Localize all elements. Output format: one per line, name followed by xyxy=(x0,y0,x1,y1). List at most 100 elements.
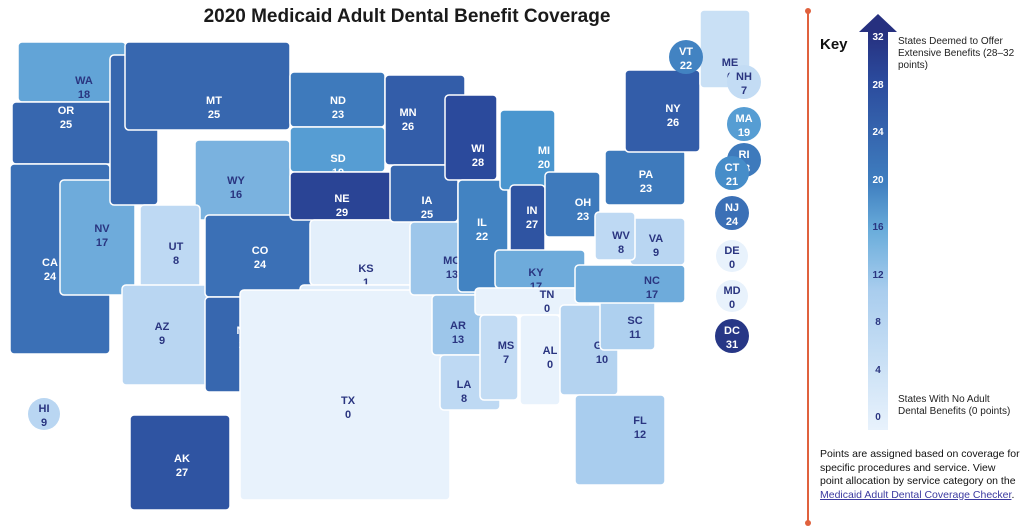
state-value-label: 0 xyxy=(729,259,735,271)
state-code-label: MT xyxy=(206,95,222,107)
state-value-label: 17 xyxy=(96,237,108,249)
state-code-label: PA xyxy=(639,169,654,181)
state-code-label: NE xyxy=(334,193,349,205)
state-ny[interactable] xyxy=(624,69,701,153)
state-code-label: WV xyxy=(612,230,630,242)
state-bubble-hi[interactable] xyxy=(28,398,60,430)
state-bubble-de[interactable] xyxy=(716,240,748,272)
state-code-label: AL xyxy=(543,345,558,357)
state-code-label: MD xyxy=(723,285,740,297)
state-code-label: SD xyxy=(330,153,345,165)
state-code-label: AK xyxy=(174,453,190,465)
state-code-label: MA xyxy=(735,113,752,125)
state-code-label: IA xyxy=(422,195,433,207)
state-value-label: 21 xyxy=(726,176,738,188)
state-code-label: KY xyxy=(528,267,544,279)
state-code-label: IN xyxy=(527,205,538,217)
state-code-label: RI xyxy=(739,149,750,161)
state-code-label: NY xyxy=(665,103,681,115)
state-code-label: UT xyxy=(169,241,184,253)
state-code-label: AR xyxy=(450,320,466,332)
state-code-label: NJ xyxy=(725,202,739,214)
state-code-label: MN xyxy=(399,107,416,119)
state-code-label: ND xyxy=(330,95,346,107)
scale-tick: 0 xyxy=(875,412,881,423)
state-bubble-md[interactable] xyxy=(716,280,748,312)
state-value-label: 0 xyxy=(729,299,735,311)
scale-tick: 4 xyxy=(875,364,881,376)
state-value-label: 19 xyxy=(738,127,750,139)
state-code-label: LA xyxy=(457,379,472,391)
state-bubble-nj[interactable] xyxy=(715,196,749,230)
state-value-label: 24 xyxy=(44,271,57,283)
state-code-label: NC xyxy=(644,275,660,287)
state-code-label: IL xyxy=(477,217,487,229)
state-nc[interactable] xyxy=(574,264,686,304)
key-title: Key xyxy=(820,36,848,53)
key-bottom-label: States With No Adult Dental Benefits (0 … xyxy=(898,394,1011,417)
state-value-label: 10 xyxy=(596,354,608,366)
state-oh[interactable] xyxy=(544,171,601,238)
color-scale-bar xyxy=(868,32,888,430)
divider-dot xyxy=(805,520,811,526)
state-bubble-dc[interactable] xyxy=(715,319,749,353)
state-code-label: MO xyxy=(443,255,461,267)
note-text: Points are assigned based on coverage fo… xyxy=(820,448,1020,487)
state-ak[interactable] xyxy=(129,414,231,511)
state-value-label: 0 xyxy=(544,303,550,315)
state-code-label: OH xyxy=(575,197,592,209)
state-value-label: 18 xyxy=(78,89,90,101)
state-bubble-ma[interactable] xyxy=(727,107,761,141)
state-bubble-ct[interactable] xyxy=(715,156,749,190)
state-bubble-vt[interactable] xyxy=(669,40,703,74)
state-ms[interactable] xyxy=(479,314,519,401)
state-code-label: MS xyxy=(498,340,515,352)
state-value-label: 16 xyxy=(230,189,242,201)
state-code-label: CA xyxy=(42,257,58,269)
coverage-checker-link[interactable]: Medicaid Adult Dental Coverage Checker xyxy=(820,488,1012,501)
state-al[interactable] xyxy=(519,314,561,406)
state-code-label: ME xyxy=(722,57,739,69)
state-value-label: 20 xyxy=(538,159,550,171)
state-value-label: 25 xyxy=(208,109,220,121)
state-value-label: 23 xyxy=(640,183,652,195)
state-value-label: 9 xyxy=(653,247,659,259)
state-value-label: 0 xyxy=(547,359,553,371)
state-code-label: WI xyxy=(471,143,484,155)
state-code-label: NV xyxy=(94,223,110,235)
state-value-label: 13 xyxy=(446,269,458,281)
state-value-label: 26 xyxy=(667,117,679,129)
state-value-label: 24 xyxy=(726,216,739,228)
state-value-label: 26 xyxy=(402,121,414,133)
state-code-label: DC xyxy=(724,325,740,337)
state-code-label: CO xyxy=(252,245,269,257)
state-value-label: 31 xyxy=(726,339,738,351)
scale-tick: 20 xyxy=(872,174,884,186)
state-ks[interactable] xyxy=(309,219,421,286)
divider-line xyxy=(807,10,809,524)
state-value-label: 23 xyxy=(332,109,344,121)
note-end: . xyxy=(1011,488,1015,501)
state-value-label: 1 xyxy=(363,277,369,289)
state-value-label: 25 xyxy=(421,209,433,221)
state-code-label: WA xyxy=(75,75,93,87)
state-code-label: MI xyxy=(538,145,550,157)
state-value-label: 7 xyxy=(741,85,747,97)
state-code-label: FL xyxy=(633,415,647,427)
state-value-label: 23 xyxy=(577,211,589,223)
state-bubble-nh[interactable] xyxy=(727,65,761,99)
state-fl[interactable] xyxy=(574,394,666,486)
state-wv[interactable] xyxy=(594,211,636,261)
state-value-label: 12 xyxy=(634,429,646,441)
state-nv[interactable] xyxy=(59,179,136,296)
state-az[interactable] xyxy=(121,284,218,386)
state-value-label: 27 xyxy=(526,219,538,231)
state-value-label: 9 xyxy=(159,335,165,347)
state-value-label: 22 xyxy=(476,231,488,243)
key-note: Points are assigned based on coverage fo… xyxy=(820,448,1020,502)
state-value-label: 27 xyxy=(176,467,188,479)
scale-arrow-head xyxy=(859,14,897,32)
state-code-label: TX xyxy=(341,395,356,407)
scale-tick: 32 xyxy=(872,32,884,43)
state-sd[interactable] xyxy=(289,126,386,173)
